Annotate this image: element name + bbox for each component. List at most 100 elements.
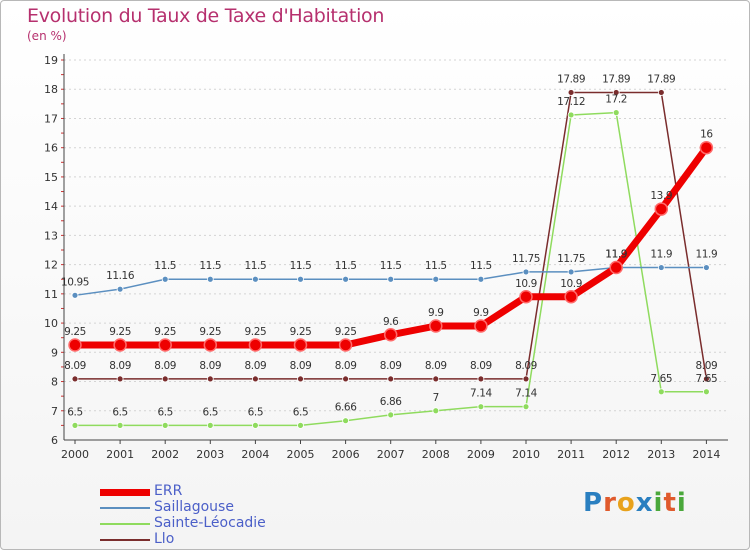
data-label: 17.89 [557, 73, 585, 85]
data-label: 9.9 [473, 307, 489, 319]
data-label: 17.89 [647, 73, 675, 85]
data-label: 8.09 [696, 360, 718, 372]
legend-item: Saillagouse [100, 499, 300, 516]
data-point [387, 411, 395, 419]
data-label: 17.12 [557, 96, 585, 108]
data-point [432, 275, 440, 283]
data-point [612, 109, 620, 117]
data-label: 9.6 [383, 316, 399, 328]
data-point [338, 338, 353, 352]
data-label: 11.5 [154, 260, 176, 272]
y-tick-label: 10 [44, 317, 58, 330]
y-tick-label: 12 [44, 259, 58, 272]
legend-item: Llo [100, 531, 300, 548]
data-point [477, 275, 485, 283]
data-label: 8.09 [245, 360, 267, 372]
data-point [703, 264, 710, 271]
data-point [158, 338, 172, 352]
series-layer [68, 89, 714, 429]
logo-letter: t [663, 488, 677, 518]
legend-label: Sainte-Léocadie [154, 515, 266, 531]
y-tick-label: 9 [51, 346, 58, 359]
proxiti-logo: Proxiti [583, 488, 687, 518]
legend-label: Llo [154, 531, 175, 547]
legend-swatch [100, 523, 150, 525]
logo-letter: P [583, 488, 604, 518]
data-label: 6.86 [380, 396, 402, 408]
data-label: 11.5 [470, 260, 492, 272]
data-label: 8.09 [335, 360, 357, 372]
logo-letter: i [676, 488, 687, 518]
data-label: 8.09 [470, 360, 492, 372]
data-point [161, 375, 169, 383]
x-tick-label: 2001 [106, 448, 134, 461]
legend-label: Saillagouse [154, 499, 234, 515]
data-point [342, 375, 350, 383]
data-label: 11.5 [335, 260, 357, 272]
x-tick-label: 2013 [647, 448, 675, 461]
data-point [251, 275, 259, 283]
data-point [564, 290, 578, 304]
y-tick-label: 11 [44, 288, 58, 301]
x-tick-label: 2011 [557, 448, 585, 461]
legend-label: ERR [154, 483, 183, 499]
data-point [567, 268, 575, 276]
x-tick-label: 2004 [241, 448, 269, 461]
data-point [387, 275, 395, 283]
data-point [116, 285, 124, 293]
data-label: 6.5 [293, 406, 309, 418]
data-label: 6.66 [335, 402, 357, 414]
data-point [522, 375, 530, 383]
data-label: 11.9 [650, 249, 672, 261]
x-tick-label: 2002 [151, 448, 179, 461]
data-label: 8.09 [290, 360, 312, 372]
data-label: 11.5 [245, 260, 267, 272]
data-label: 7.65 [650, 373, 672, 385]
x-tick-label: 2000 [61, 448, 89, 461]
data-point [71, 421, 79, 429]
data-labels: 9.25 9.25 9.25 9.25 9.25 9.25 9.25 9.6 9.9 9.9 10.… [61, 73, 718, 418]
data-label: 6.5 [157, 406, 173, 418]
data-label: 17.89 [602, 73, 630, 85]
data-point [383, 328, 398, 342]
data-point [699, 140, 714, 155]
legend-swatch [100, 507, 150, 509]
data-point [251, 375, 259, 383]
data-label: 11.5 [199, 260, 221, 272]
data-label: 9.9 [428, 307, 444, 319]
y-tick-label: 14 [44, 200, 58, 213]
data-point [477, 375, 485, 383]
data-point [657, 89, 665, 96]
y-tick-label: 17 [44, 112, 58, 125]
y-tick-label: 13 [44, 229, 58, 242]
x-tick-label: 2006 [332, 448, 360, 461]
legend-swatch [100, 488, 150, 496]
data-label: 7.65 [696, 373, 718, 385]
data-label: 16 [700, 129, 713, 141]
data-label: 9.25 [109, 326, 131, 338]
legend-item: Sainte-Léocadie [100, 515, 300, 532]
data-point [567, 111, 575, 119]
data-label: 11.5 [425, 260, 447, 272]
data-label: 8.09 [64, 360, 86, 372]
data-label: 6.5 [203, 406, 219, 418]
x-tick-label: 2012 [602, 448, 630, 461]
data-label: 8.09 [515, 360, 537, 372]
data-label: 7.14 [515, 388, 537, 400]
data-point [342, 417, 350, 425]
data-point [342, 275, 350, 283]
data-label: 11.9 [605, 249, 627, 261]
data-point [206, 275, 214, 283]
data-label: 11.75 [512, 253, 540, 265]
data-point [657, 388, 665, 396]
data-label: 9.25 [64, 326, 86, 338]
data-label: 7 [433, 392, 439, 404]
data-point [71, 291, 79, 299]
data-label: 11.5 [380, 260, 402, 272]
data-point [297, 375, 304, 383]
y-tick-label: 18 [44, 83, 58, 96]
data-point [519, 290, 533, 304]
data-point [429, 319, 443, 333]
